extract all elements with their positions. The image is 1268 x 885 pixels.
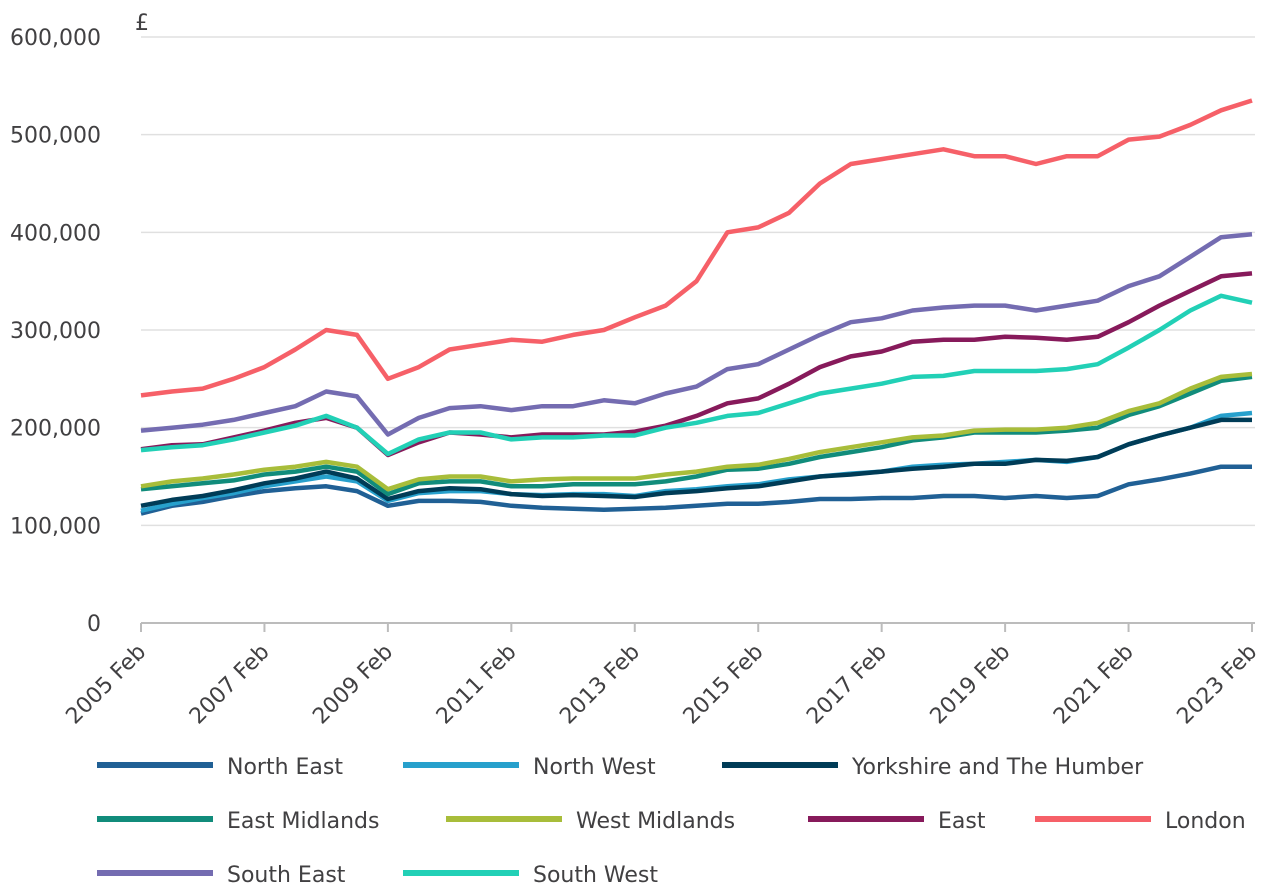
y-tick-label: 600,000 [10, 26, 101, 51]
x-tick-label: 2017 Feb [802, 640, 892, 730]
series-line [140, 293, 1253, 457]
y-tick-label: 200,000 [10, 417, 101, 442]
y-tick-label: 300,000 [10, 319, 101, 344]
legend-item: East [808, 809, 986, 834]
legend-item: East Midlands [97, 809, 380, 834]
legend-item: London [1035, 809, 1246, 834]
x-tick-label: 2005 Feb [61, 640, 151, 730]
legend-label: East [938, 809, 986, 834]
x-tick-label: 2015 Feb [679, 640, 769, 730]
x-tick-label: 2021 Feb [1049, 640, 1139, 730]
series-line [140, 98, 1253, 398]
y-tick-label: 500,000 [10, 124, 101, 149]
legend-item: South West [403, 863, 658, 885]
y-tick-label: 400,000 [10, 221, 101, 246]
series-line [140, 371, 1253, 492]
y-unit: £ [135, 11, 149, 36]
series-line [140, 232, 1253, 437]
legend-item: West Midlands [446, 809, 735, 834]
legend-item: South East [97, 863, 346, 885]
x-tick-label: 2011 Feb [432, 640, 522, 730]
legend-item: North East [97, 755, 343, 780]
legend-label: North East [227, 755, 343, 780]
legend-label: South East [227, 863, 346, 885]
legend-label: London [1165, 809, 1246, 834]
series-line [140, 464, 1252, 516]
x-tick-label: 2013 Feb [555, 640, 645, 730]
series-line [140, 417, 1252, 509]
x-tick-label: 2019 Feb [926, 640, 1016, 730]
y-tick-label: 100,000 [10, 514, 101, 539]
legend-item: Yorkshire and The Humber [722, 755, 1144, 780]
legend-label: North West [533, 755, 656, 780]
y-tick-label: 0 [87, 612, 101, 637]
legend-label: South West [533, 863, 658, 885]
x-tick-label: 2007 Feb [185, 640, 275, 730]
x-tick-label: 2023 Feb [1172, 640, 1262, 730]
legend-label: Yorkshire and The Humber [851, 755, 1144, 780]
series-line [140, 374, 1253, 497]
x-tick-label: 2009 Feb [308, 640, 398, 730]
legend-label: East Midlands [227, 809, 380, 834]
legend-label: West Midlands [576, 809, 735, 834]
legend-item: North West [403, 755, 656, 780]
